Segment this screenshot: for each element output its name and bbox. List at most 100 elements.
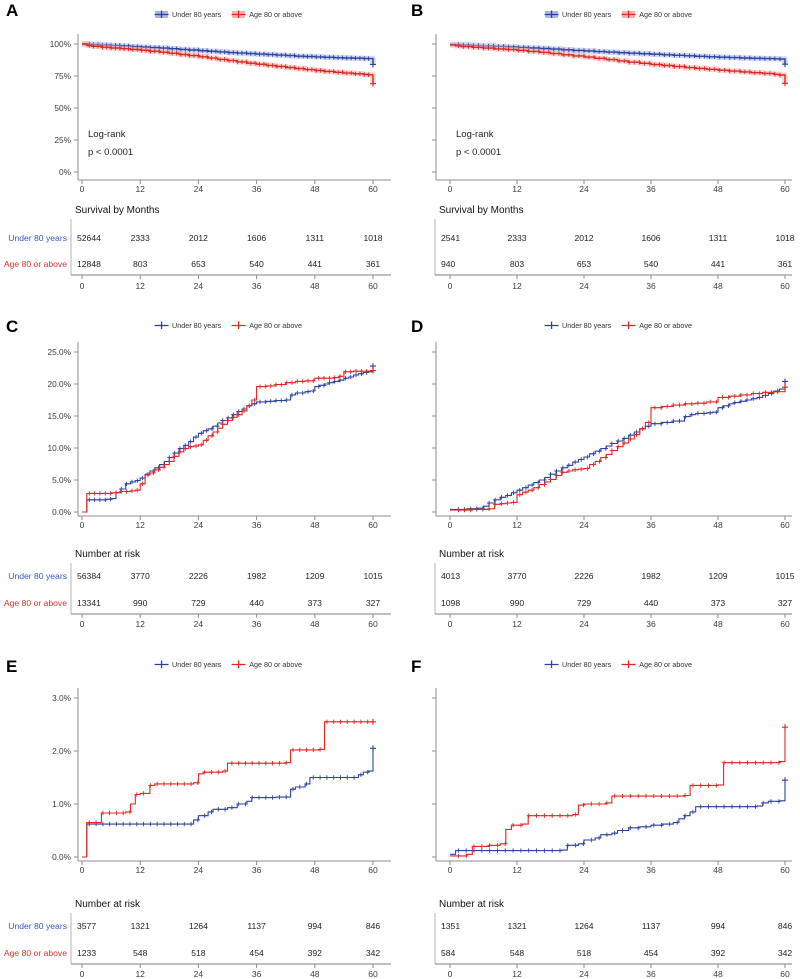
legend-item: Under 80 years bbox=[153, 320, 221, 330]
risk-value: 540 bbox=[644, 259, 659, 269]
x-tick-label: 12 bbox=[512, 865, 522, 875]
legend: Under 80 years Age 80 or above bbox=[153, 659, 302, 669]
y-tick-label: 0.0% bbox=[52, 852, 72, 862]
risk-row-label: Age 80 or above bbox=[4, 598, 67, 608]
risk-value: 518 bbox=[577, 948, 592, 958]
x-tick-label: 36 bbox=[646, 184, 656, 194]
risk-x-tick-label: 12 bbox=[135, 969, 145, 979]
risk-x-tick-label: 24 bbox=[579, 619, 589, 629]
panel-D-chart: 0 12 24 36 48 60 Number at risk 4013 3770 2226 198… bbox=[432, 342, 795, 629]
x-tick-label: 24 bbox=[579, 520, 589, 530]
y-tick-label: 100% bbox=[50, 39, 72, 49]
risk-value: 729 bbox=[577, 598, 592, 608]
risk-value: 327 bbox=[366, 598, 381, 608]
x-tick-label: 60 bbox=[780, 184, 790, 194]
x-tick-label: 0 bbox=[80, 184, 85, 194]
risk-x-tick-label: 0 bbox=[448, 969, 453, 979]
plus-cross-icon bbox=[544, 660, 559, 668]
risk-value: 518 bbox=[191, 948, 206, 958]
x-tick-label: 0 bbox=[80, 865, 85, 875]
legend: Under 80 years Age 80 or above bbox=[543, 9, 692, 19]
y-tick-label: 50% bbox=[54, 103, 71, 113]
risk-value: 52644 bbox=[77, 233, 101, 243]
risk-value: 2012 bbox=[189, 233, 208, 243]
risk-x-tick-label: 48 bbox=[310, 969, 320, 979]
risk-value: 2333 bbox=[131, 233, 150, 243]
risk-value: 1606 bbox=[641, 233, 660, 243]
panel-A-chart: 0% 25% 50% 75% 100% 0 12 24 36 48 60 Log-rank p < 0.… bbox=[4, 34, 391, 291]
legend: Under 80 years Age 80 or above bbox=[153, 9, 302, 19]
risk-value: 1982 bbox=[247, 571, 266, 581]
legend-item: Under 80 years bbox=[153, 659, 221, 669]
risk-x-tick-label: 36 bbox=[252, 969, 262, 979]
risk-x-tick-label: 36 bbox=[646, 281, 656, 291]
x-tick-label: 0 bbox=[448, 184, 453, 194]
risk-value: 653 bbox=[577, 259, 592, 269]
risk-x-tick-label: 36 bbox=[252, 619, 262, 629]
x-tick-label: 60 bbox=[780, 865, 790, 875]
band-plus-icon bbox=[231, 10, 246, 18]
risk-value: 2226 bbox=[574, 571, 593, 581]
risk-x-tick-label: 60 bbox=[368, 619, 378, 629]
x-tick-label: 24 bbox=[194, 184, 204, 194]
logrank-annotation: p < 0.0001 bbox=[456, 147, 501, 158]
risk-value: 56384 bbox=[77, 571, 101, 581]
risk-value: 1018 bbox=[363, 233, 382, 243]
risk-value: 1018 bbox=[775, 233, 794, 243]
risk-x-tick-label: 24 bbox=[194, 281, 204, 291]
risk-x-tick-label: 24 bbox=[579, 969, 589, 979]
panel-C-chart: 0.0% 5.0% 10.0% 15.0% 20.0% 25.0% 0 12 24 36 48 60 N… bbox=[4, 342, 391, 629]
risk-value: 990 bbox=[133, 598, 148, 608]
y-tick-label: 1.0% bbox=[52, 799, 72, 809]
risk-x-tick-label: 12 bbox=[512, 619, 522, 629]
panel-D: D Under 80 years Age 80 or above 0 12 24 36 48 6… bbox=[400, 305, 800, 645]
risk-value: 392 bbox=[308, 948, 323, 958]
panel-letter-F: F bbox=[411, 657, 422, 676]
legend-item: Age 80 or above bbox=[230, 320, 302, 330]
risk-value: 1321 bbox=[507, 921, 526, 931]
plus-cross-icon bbox=[621, 321, 636, 329]
legend-label: Age 80 or above bbox=[249, 320, 302, 330]
risk-x-tick-label: 48 bbox=[310, 619, 320, 629]
legend: Under 80 years Age 80 or above bbox=[153, 320, 302, 330]
risk-value: 990 bbox=[510, 598, 525, 608]
panel-letter-D: D bbox=[411, 317, 424, 336]
plus-cross-icon bbox=[544, 321, 559, 329]
risk-table-title: Number at risk bbox=[75, 549, 141, 560]
risk-value: 1209 bbox=[708, 571, 727, 581]
risk-value: 803 bbox=[133, 259, 148, 269]
x-tick-label: 36 bbox=[252, 184, 262, 194]
risk-value: 846 bbox=[778, 921, 793, 931]
risk-value: 454 bbox=[644, 948, 659, 958]
risk-value: 327 bbox=[778, 598, 793, 608]
risk-row-label: Under 80 years bbox=[8, 233, 67, 243]
legend-item: Under 80 years bbox=[543, 9, 611, 19]
risk-value: 653 bbox=[191, 259, 206, 269]
x-tick-label: 12 bbox=[135, 184, 145, 194]
plus-cross-icon bbox=[154, 660, 169, 668]
risk-value: 1137 bbox=[642, 921, 661, 931]
x-tick-label: 12 bbox=[512, 520, 522, 530]
risk-row-label: Age 80 or above bbox=[4, 259, 67, 269]
y-tick-label: 20.0% bbox=[47, 379, 71, 389]
risk-value: 803 bbox=[510, 259, 525, 269]
x-tick-label: 12 bbox=[135, 865, 145, 875]
risk-value: 1264 bbox=[189, 921, 208, 931]
risk-value: 440 bbox=[644, 598, 659, 608]
band-plus-icon bbox=[621, 10, 636, 18]
risk-x-tick-label: 48 bbox=[713, 969, 723, 979]
risk-value: 2333 bbox=[507, 233, 526, 243]
risk-x-tick-label: 60 bbox=[368, 969, 378, 979]
y-tick-label: 5.0% bbox=[52, 475, 72, 485]
risk-x-tick-label: 0 bbox=[80, 619, 85, 629]
x-tick-label: 24 bbox=[579, 184, 589, 194]
risk-value: 1321 bbox=[131, 921, 150, 931]
x-tick-label: 24 bbox=[194, 865, 204, 875]
risk-x-tick-label: 0 bbox=[80, 281, 85, 291]
x-tick-label: 60 bbox=[780, 520, 790, 530]
legend-item: Age 80 or above bbox=[230, 659, 302, 669]
risk-value: 441 bbox=[308, 259, 323, 269]
risk-table-title: Number at risk bbox=[439, 549, 505, 560]
risk-value: 440 bbox=[249, 598, 264, 608]
